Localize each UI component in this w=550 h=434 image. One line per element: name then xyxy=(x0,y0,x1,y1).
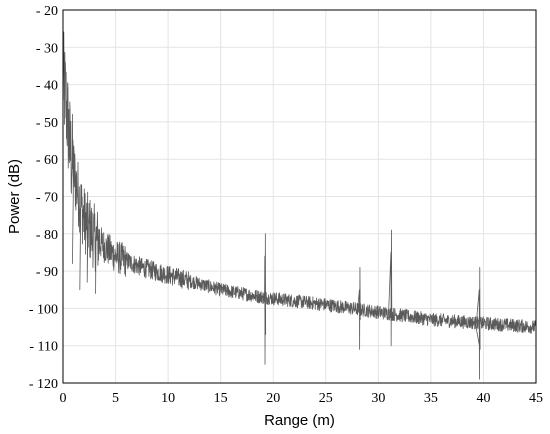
plot-frame xyxy=(62,9,537,384)
y-tick-label: - 100 xyxy=(29,302,58,317)
grid xyxy=(62,9,537,384)
power-trace-line xyxy=(62,31,537,380)
y-tick-label: - 110 xyxy=(29,340,58,355)
y-tick-label: - 60 xyxy=(36,153,58,168)
y-axis-ticks: - 20 - 30 - 40 - 50 - 60 - 70 - 80 - 90 - 100 - 1… xyxy=(29,4,58,392)
y-tick-label: - 80 xyxy=(36,228,58,243)
x-tick-label: 10 xyxy=(161,391,175,406)
y-tick-label: - 40 xyxy=(36,79,58,94)
y-tick-label: - 120 xyxy=(29,377,58,392)
x-tick-label: 40 xyxy=(476,391,490,406)
y-tick-label: - 90 xyxy=(36,265,58,280)
y-axis-title: Power (dB) xyxy=(6,159,23,234)
x-tick-label: 35 xyxy=(424,391,438,406)
x-tick-label: 45 xyxy=(529,391,543,406)
x-tick-label: 20 xyxy=(266,391,280,406)
x-tick-label: 25 xyxy=(319,391,333,406)
y-tick-label: - 20 xyxy=(36,4,58,19)
x-tick-label: 15 xyxy=(214,391,228,406)
x-tick-label: 0 xyxy=(60,391,67,406)
y-tick-label: - 30 xyxy=(36,41,58,56)
series-layer xyxy=(62,31,537,380)
x-tick-label: 5 xyxy=(112,391,119,406)
x-tick-label: 30 xyxy=(371,391,385,406)
y-tick-label: - 50 xyxy=(36,116,58,131)
x-axis-ticks: 0 5 10 15 20 25 30 35 40 45 xyxy=(60,391,544,406)
y-tick-label: - 70 xyxy=(36,191,58,206)
x-axis-title: Range (m) xyxy=(264,412,335,429)
